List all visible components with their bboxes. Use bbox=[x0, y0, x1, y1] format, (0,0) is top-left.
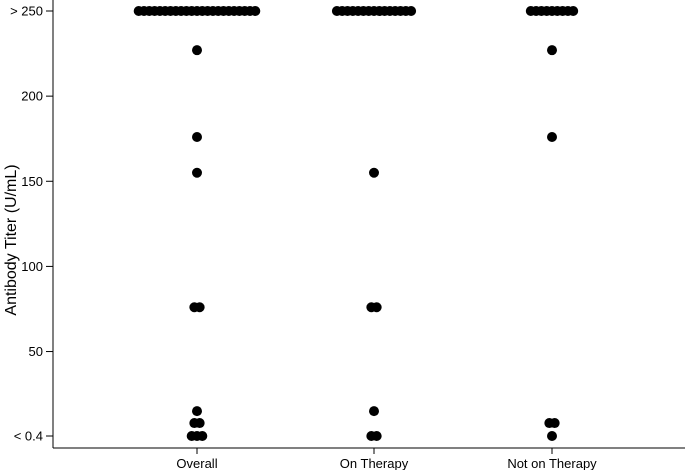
y-axis-ticks: < 0.4 50 100 150 200 > 250 bbox=[10, 4, 53, 444]
data-point bbox=[250, 6, 261, 16]
y-tick-label: > 250 bbox=[10, 4, 43, 19]
y-tick-label: < 0.4 bbox=[14, 429, 43, 444]
x-tick-label: Not on Therapy bbox=[507, 456, 597, 470]
x-tick-label: On Therapy bbox=[340, 456, 409, 470]
data-point bbox=[406, 6, 417, 16]
data-point bbox=[192, 45, 202, 56]
data-point bbox=[192, 132, 202, 143]
y-tick-label: 200 bbox=[21, 89, 43, 104]
data-point bbox=[371, 302, 382, 313]
data-point bbox=[194, 302, 205, 313]
data-points bbox=[133, 6, 579, 441]
y-axis-title: Antibody Titer (U/mL) bbox=[3, 164, 20, 315]
data-point bbox=[371, 431, 382, 441]
x-tick-label: Overall bbox=[176, 456, 217, 470]
data-point bbox=[547, 45, 557, 56]
data-point bbox=[369, 406, 379, 417]
data-point bbox=[194, 418, 205, 429]
data-point bbox=[192, 406, 202, 417]
y-tick-label: 100 bbox=[21, 259, 43, 274]
x-axis-ticks: Overall On Therapy Not on Therapy bbox=[176, 448, 597, 470]
y-tick-label: 50 bbox=[29, 344, 43, 359]
data-point bbox=[547, 132, 557, 143]
y-tick-label: 150 bbox=[21, 174, 43, 189]
data-point bbox=[369, 167, 379, 178]
data-point bbox=[547, 431, 557, 441]
data-point bbox=[192, 167, 202, 178]
data-point bbox=[197, 431, 208, 441]
data-point bbox=[549, 418, 560, 429]
data-point bbox=[568, 6, 579, 16]
